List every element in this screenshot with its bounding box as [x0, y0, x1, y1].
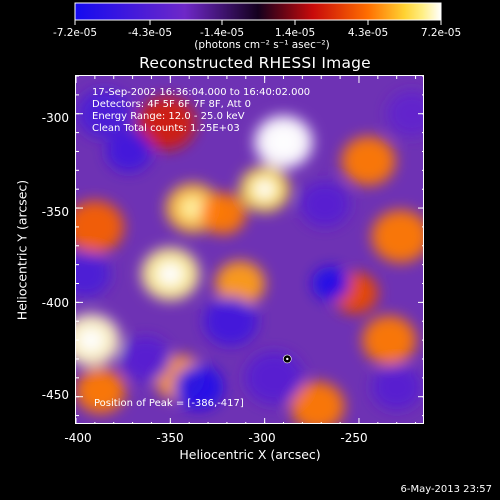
x-tick-label: -350 — [156, 431, 184, 445]
info-line-detectors: Detectors: 4F 5F 6F 7F 8F, Att 0 — [92, 99, 252, 110]
info-line-counts: Clean Total counts: 1.25E+03 — [92, 123, 240, 134]
colorbar-tick-label: -1.4e-05 — [199, 27, 245, 39]
colorbar-units-label: (photons cm⁻² s⁻¹ asec⁻²) — [194, 39, 330, 51]
emission-source — [215, 260, 266, 307]
y-tick-label: -400 — [41, 296, 69, 310]
peak-position-label: Position of Peak = [-386,-417] — [94, 398, 244, 409]
timestamp-label: 6-May-2013 23:57 — [400, 484, 492, 495]
colorbar-tick-label: 1.4e-05 — [274, 27, 316, 39]
negative-region — [245, 351, 304, 405]
emission-core — [270, 130, 297, 154]
emission-core — [180, 197, 206, 220]
colorbar-tick-label: 7.2e-05 — [420, 27, 462, 39]
x-tick-label: -300 — [248, 431, 276, 445]
y-tick-label: -350 — [41, 205, 69, 219]
emission-source — [341, 136, 396, 186]
emission-core — [157, 262, 184, 286]
emission-source — [371, 209, 423, 263]
negative-region — [371, 364, 422, 410]
heatmap-image — [76, 76, 423, 423]
emission-core — [253, 179, 276, 200]
axis-ticks — [76, 76, 423, 423]
emission-source — [290, 381, 345, 423]
negative-region — [173, 364, 224, 410]
y-tick-label: -300 — [41, 111, 69, 125]
chart-title: Reconstructed RHESSI Image — [139, 54, 371, 72]
emission-core — [77, 328, 105, 352]
negative-region — [105, 130, 152, 173]
negative-region — [386, 91, 423, 137]
emission-source — [137, 96, 196, 150]
colorbar-tick-label: -7.2e-05 — [52, 27, 98, 39]
negative-region — [76, 251, 111, 297]
info-line-energy: Energy Range: 12.0 - 25.0 keV — [92, 111, 245, 122]
x-tick-label: -400 — [64, 431, 92, 445]
negative-region — [120, 336, 171, 382]
emission-source — [76, 368, 126, 414]
x-tick-label: -250 — [340, 431, 368, 445]
emission-source — [200, 192, 246, 235]
colorbar-gradient — [74, 2, 442, 21]
negative-region — [203, 296, 258, 346]
y-tick-label: -450 — [41, 388, 69, 402]
negative-region — [311, 266, 350, 301]
plot-area: 17-Sep-2002 16:36:04.000 to 16:40:02.000… — [75, 75, 424, 424]
colorbar-tick-label: 4.3e-05 — [347, 27, 389, 39]
negative-region — [77, 89, 132, 139]
negative-region — [300, 181, 350, 227]
emission-source — [362, 315, 417, 365]
colorbar-tick-label: -4.3e-05 — [127, 27, 173, 39]
emission-source — [76, 200, 124, 254]
info-line-time: 17-Sep-2002 16:36:04.000 to 16:40:02.000 — [92, 87, 311, 98]
x-axis-label: Heliocentric X (arcsec) — [179, 447, 321, 462]
y-axis-label: Heliocentric Y (arcsec) — [14, 179, 30, 321]
peak-marker-center — [286, 357, 289, 361]
colorbar — [74, 2, 442, 25]
